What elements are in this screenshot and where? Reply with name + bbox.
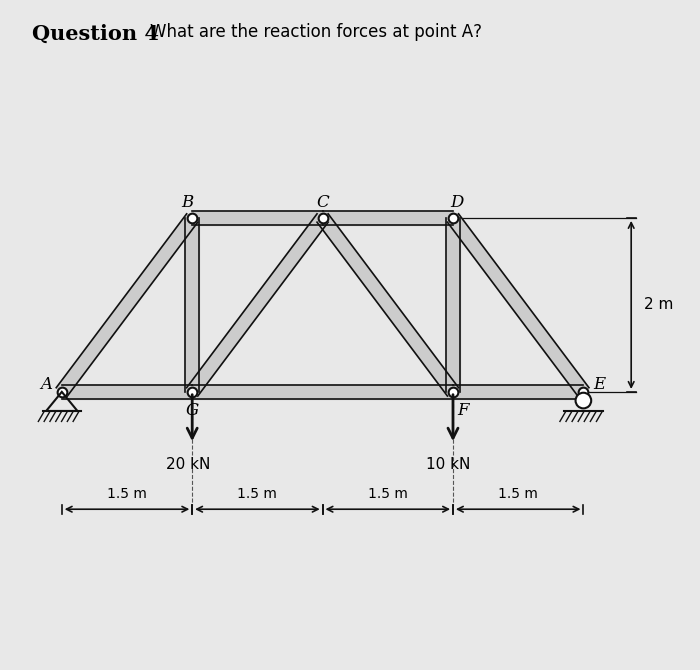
Polygon shape [193, 211, 323, 225]
Text: 2 m: 2 m [644, 297, 673, 312]
Text: 1.5 m: 1.5 m [368, 486, 407, 500]
Polygon shape [56, 214, 198, 396]
Polygon shape [323, 211, 453, 225]
Polygon shape [317, 214, 458, 396]
Circle shape [575, 393, 592, 409]
Text: 1.5 m: 1.5 m [107, 486, 147, 500]
Text: Question 4: Question 4 [32, 23, 158, 44]
Text: F: F [458, 403, 469, 419]
Polygon shape [446, 218, 460, 392]
Text: G: G [186, 403, 199, 419]
Text: D: D [451, 194, 464, 211]
Text: 10 kN: 10 kN [426, 457, 471, 472]
Polygon shape [193, 385, 453, 399]
Text: A: A [40, 377, 52, 393]
Text: 20 kN: 20 kN [166, 457, 210, 472]
Polygon shape [447, 214, 589, 396]
Text: 1.5 m: 1.5 m [498, 486, 538, 500]
Text: C: C [316, 194, 329, 211]
Text: 1.5 m: 1.5 m [237, 486, 277, 500]
Polygon shape [453, 385, 583, 399]
Text: E: E [593, 377, 605, 393]
Text: B: B [182, 194, 194, 211]
Text: What are the reaction forces at point A?: What are the reaction forces at point A? [150, 23, 482, 42]
Polygon shape [187, 214, 328, 396]
Polygon shape [62, 385, 192, 399]
Polygon shape [186, 218, 199, 392]
